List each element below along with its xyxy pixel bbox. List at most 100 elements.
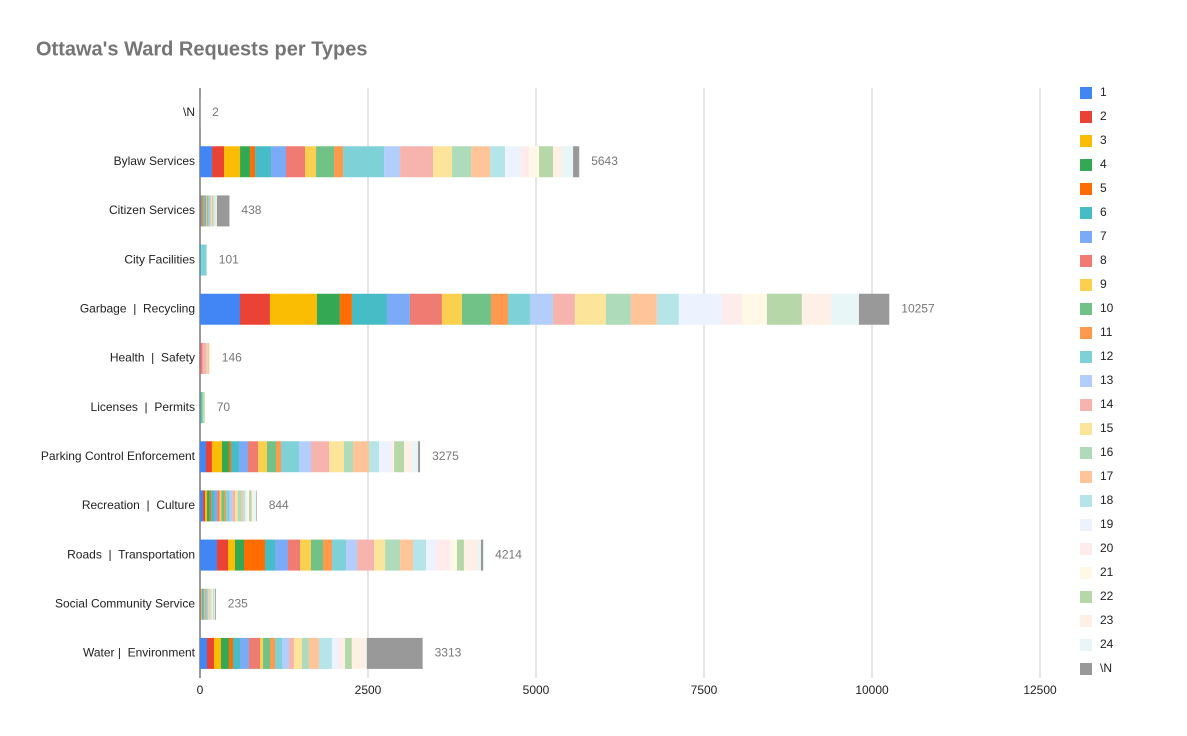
bar-segment xyxy=(200,490,204,522)
bar-segment xyxy=(298,441,312,473)
bar-segment xyxy=(251,490,254,522)
legend-label: 7 xyxy=(1100,229,1107,243)
total-label: 844 xyxy=(269,498,289,512)
bar-segment xyxy=(404,441,413,473)
bar-segment xyxy=(257,441,267,473)
bar-segment xyxy=(270,637,275,669)
total-label: 101 xyxy=(219,252,239,266)
bar-segment xyxy=(250,146,256,178)
bar-segment xyxy=(441,293,462,325)
total-label: 3275 xyxy=(432,449,459,463)
legend-label: 15 xyxy=(1100,421,1114,435)
bar-segment xyxy=(678,293,722,325)
total-label: 70 xyxy=(217,400,231,414)
bar-segment xyxy=(379,441,392,473)
bar-segment xyxy=(204,195,206,227)
bar-segment xyxy=(217,195,230,227)
legend-swatch xyxy=(1080,351,1092,363)
bar-segment xyxy=(212,588,213,620)
bar-segment xyxy=(214,588,216,620)
x-tick-label: 5000 xyxy=(523,683,550,697)
bar-segment xyxy=(858,293,890,325)
bar-segment xyxy=(369,441,380,473)
bar-segment xyxy=(394,441,405,473)
bar-segment xyxy=(203,392,205,424)
bar-segment xyxy=(200,342,203,374)
bar-segment xyxy=(213,637,221,669)
bar-segment xyxy=(201,588,202,620)
y-tick-label: Water | Environment xyxy=(83,646,196,660)
legend-swatch xyxy=(1080,519,1092,531)
bar-segment xyxy=(201,195,203,227)
x-tick-label: 0 xyxy=(197,683,204,697)
total-label: 2 xyxy=(212,105,219,119)
bar-segment xyxy=(366,637,423,669)
bar-segment xyxy=(260,637,264,669)
bar-segment xyxy=(200,392,201,424)
bar-segment xyxy=(202,392,204,424)
x-tick-label: 12500 xyxy=(1023,683,1057,697)
bar-segment xyxy=(266,441,277,473)
bar-segment xyxy=(276,441,281,473)
bar-segment xyxy=(281,637,289,669)
bar-segment xyxy=(217,539,229,571)
bar-segment xyxy=(409,293,442,325)
bar-segment xyxy=(249,490,252,522)
bar-segment xyxy=(202,195,204,227)
bar-segment xyxy=(539,146,554,178)
bar-segment xyxy=(264,539,275,571)
bar-segment xyxy=(343,146,385,178)
bar-segment xyxy=(206,195,207,227)
legend-label: 18 xyxy=(1100,493,1114,507)
bar-segment xyxy=(212,146,225,178)
x-tick-label: 10000 xyxy=(855,683,889,697)
legend-label: 11 xyxy=(1100,325,1113,339)
chart-title: Ottawa's Ward Requests per Types xyxy=(36,38,368,60)
x-tick-label: 2500 xyxy=(355,683,382,697)
bar-segment xyxy=(200,637,207,669)
bar-segment xyxy=(391,441,394,473)
bar-segment xyxy=(205,490,208,522)
bar-segment xyxy=(206,588,208,620)
legend-swatch xyxy=(1080,399,1092,411)
bar-segment xyxy=(212,588,214,620)
bar-segment xyxy=(214,490,218,522)
total-label: 4214 xyxy=(495,547,522,561)
bar-segment xyxy=(214,588,215,620)
bar-segment xyxy=(365,637,367,669)
legend-label: 16 xyxy=(1100,445,1114,459)
bar-segment xyxy=(605,293,631,325)
bar-segment xyxy=(393,441,395,473)
bar-segment xyxy=(463,539,478,571)
y-tick-label: Social Community Service xyxy=(55,596,195,610)
bar-segment xyxy=(385,539,401,571)
bar-segment xyxy=(456,539,464,571)
bar-segment xyxy=(573,146,580,178)
legend-swatch xyxy=(1080,615,1092,627)
bar-segment xyxy=(228,539,236,571)
legend-label: 23 xyxy=(1100,613,1114,627)
bar-segment xyxy=(344,441,354,473)
bar-segment xyxy=(207,342,208,374)
bar-segment xyxy=(200,588,201,620)
bar-segment xyxy=(228,441,231,473)
legend-swatch xyxy=(1080,159,1092,171)
total-label: 10257 xyxy=(901,301,935,315)
bar-segment xyxy=(255,146,272,178)
total-label: 3313 xyxy=(435,646,462,660)
bar-segment xyxy=(311,539,324,571)
bar-segment xyxy=(213,195,215,227)
legend-swatch xyxy=(1080,423,1092,435)
bar-segment xyxy=(449,539,457,571)
legend-swatch xyxy=(1080,663,1092,675)
y-tick-label: Parking Control Enforcement xyxy=(41,449,196,463)
legend-swatch xyxy=(1080,183,1092,195)
bar-segment xyxy=(215,195,217,227)
legend-swatch xyxy=(1080,447,1092,459)
bar-segment xyxy=(210,588,211,620)
bar-segment xyxy=(248,637,261,669)
bar-segment xyxy=(202,588,204,620)
bar-segment xyxy=(436,539,450,571)
bar-segment xyxy=(209,588,211,620)
